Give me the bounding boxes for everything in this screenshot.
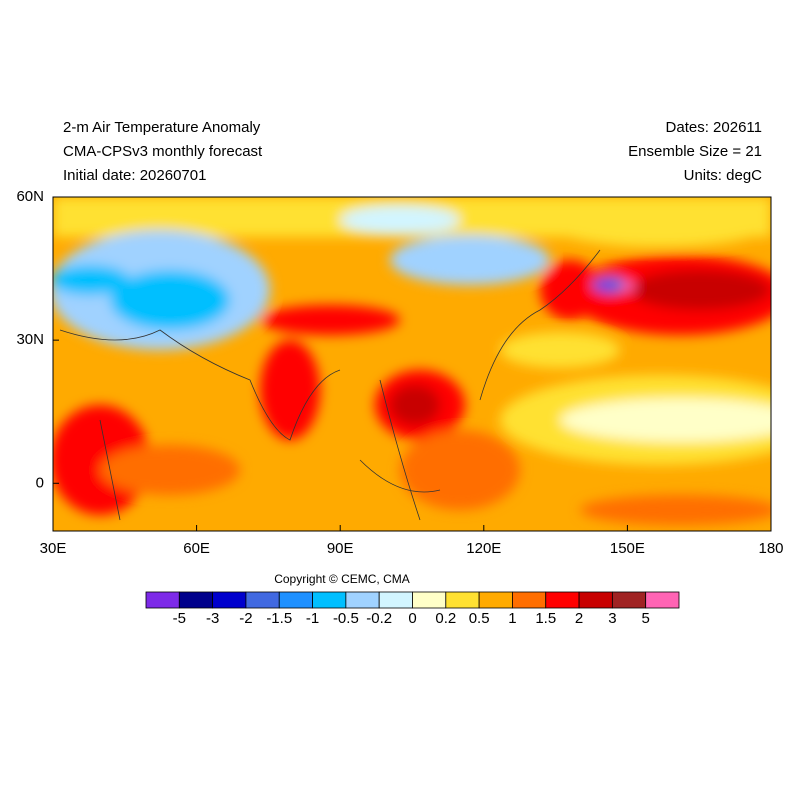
y-tick-label: 60N <box>16 188 44 205</box>
colorbar-box <box>178 591 214 609</box>
info-line: Ensemble Size = 21 <box>628 143 762 160</box>
colorbar-label: -0.5 <box>333 610 359 627</box>
x-tick-label: 30E <box>40 540 67 557</box>
colorbar-label: -2 <box>239 610 252 627</box>
colorbar-box <box>212 591 247 609</box>
x-tick-label: 180 <box>758 540 783 557</box>
y-tick-label: 0 <box>36 474 44 491</box>
colorbar-box <box>378 591 413 609</box>
colorbar-box <box>545 591 580 609</box>
colorbar-box <box>245 591 280 609</box>
colorbar-box <box>278 591 313 609</box>
colorbar-label: -5 <box>173 610 186 627</box>
anomaly-field <box>53 197 771 531</box>
colorbar-box <box>412 591 447 609</box>
info-line: Units: degC <box>684 167 763 184</box>
title-line: CMA-CPSv3 monthly forecast <box>63 143 263 160</box>
info-line: Dates: 202611 <box>666 119 762 136</box>
colorbar-box <box>145 591 180 609</box>
colorbar-label: 0 <box>408 610 416 627</box>
colorbar-box <box>512 591 547 609</box>
colorbar-box <box>345 591 380 609</box>
colorbar-label: -1.5 <box>266 610 292 627</box>
colorbar-label: 0.5 <box>469 610 490 627</box>
colorbar-label: 1.5 <box>535 610 556 627</box>
colorbar-box <box>578 591 613 609</box>
colorbar-box <box>445 591 480 609</box>
x-tick-label: 150E <box>610 540 645 557</box>
x-tick-label: 90E <box>327 540 354 557</box>
colorbar-label: 2 <box>575 610 583 627</box>
colorbar-label: 5 <box>642 610 650 627</box>
colorbar-box <box>478 591 513 609</box>
x-tick-label: 60E <box>183 540 210 557</box>
title-line: 2-m Air Temperature Anomaly <box>63 119 261 136</box>
x-tick-label: 120E <box>466 540 501 557</box>
colorbar-label: -0.2 <box>366 610 392 627</box>
title-line: Initial date: 20260701 <box>63 167 206 184</box>
colorbar-label: 0.2 <box>435 610 456 627</box>
colorbar-label: -3 <box>206 610 219 627</box>
colorbar-label: 1 <box>508 610 516 627</box>
colorbar-box <box>611 591 647 609</box>
colorbar-box <box>645 591 680 609</box>
colorbar-box <box>312 591 347 609</box>
copyright: Copyright © CEMC, CMA <box>274 572 410 586</box>
colorbar-label: -1 <box>306 610 319 627</box>
map-frame <box>52 196 772 532</box>
y-tick-label: 30N <box>16 331 44 348</box>
colorbar-label: 3 <box>608 610 616 627</box>
